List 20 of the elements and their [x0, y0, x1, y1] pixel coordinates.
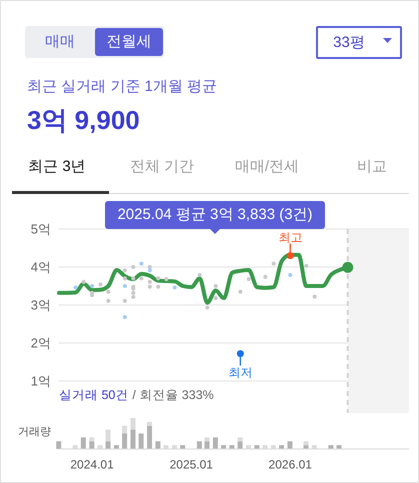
y-tick-label: 2억: [30, 336, 51, 351]
text: 최근 실거래 기준 1개월 평균: [27, 78, 218, 96]
text: 비교: [357, 158, 387, 176]
text: 실거래 50건: [59, 387, 128, 403]
text: 매매/전세: [234, 158, 300, 176]
tooltip-box: 2025.04 평균 3억 3,833 (3건): [105, 201, 325, 229]
y-tick-label: 4억: [30, 260, 51, 275]
annotation: 최고: [278, 230, 302, 245]
text: 전체 기간: [130, 158, 194, 176]
y-tick-label: 5억: [30, 222, 51, 237]
text: 최근 3년: [28, 158, 86, 176]
y-tick-label: 3억: [30, 298, 51, 313]
x-tick-label: 2024.01: [70, 458, 114, 472]
text: / 회전율 333%: [132, 387, 214, 403]
y-axis-title: 거래량: [18, 426, 51, 439]
text: 3억 9,900: [27, 105, 140, 136]
x-tick-label: 2025.01: [170, 458, 214, 472]
y-tick-label: 1억: [30, 374, 51, 389]
x-tick-label: 2026.01: [268, 458, 312, 472]
annotation: 최저: [228, 365, 252, 380]
